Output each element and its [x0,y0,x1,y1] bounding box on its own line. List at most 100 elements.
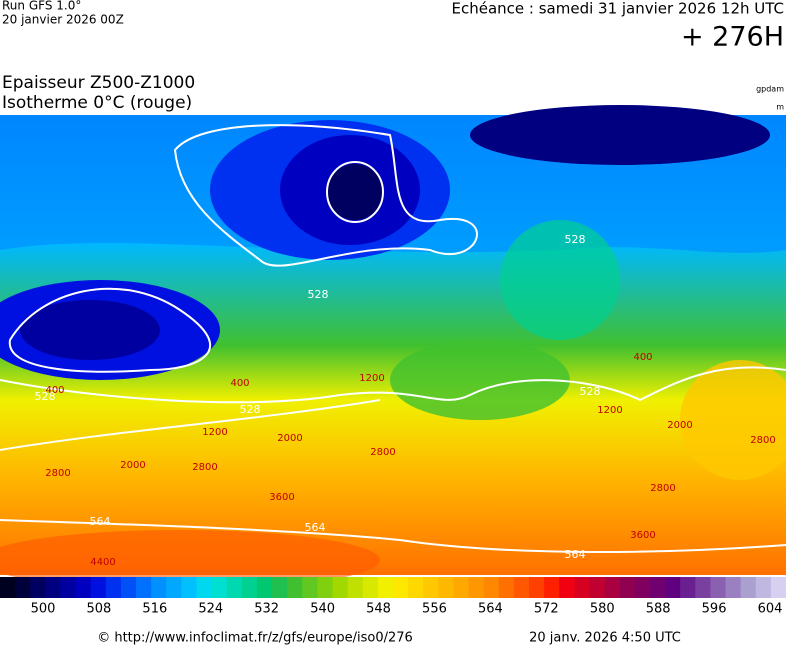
colorbar-swatch [287,577,303,598]
colorbar-swatch [136,577,152,598]
colorbar-label: 572 [534,602,559,617]
isotherm-label: 2800 [650,483,675,494]
colorbar-swatch [241,577,258,598]
isotherm-label: 2800 [192,462,217,473]
colorbar-swatch [574,577,590,598]
unit-thickness: gpdam [756,85,784,94]
generated-time: 20 janv. 2026 4:50 UTC [529,631,681,646]
title-thickness: Epaisseur Z500-Z1000 [2,73,195,93]
colorbar-swatch [408,577,424,598]
colorbar-label: 596 [702,602,727,617]
isotherm-label: 2000 [667,420,692,431]
isotherm-label: 2800 [45,468,70,479]
contour-label: 528 [35,390,56,403]
isotherm-label: 400 [45,385,64,396]
colorbar-swatch [393,577,409,598]
colorbar-swatch [740,577,757,598]
colorbar-swatch [181,577,197,598]
colorbar-swatch [604,577,621,598]
colorbar-swatch [90,577,107,598]
valid-time: Echéance : samedi 31 janvier 2026 12h UT… [452,0,785,18]
colorbar-swatch [120,577,137,598]
colorbar-swatch [151,577,167,598]
colorbar-swatch [619,577,636,598]
colorbar-label: 548 [366,602,391,617]
colorbar-swatch [377,577,394,598]
colorbar-swatch [468,577,485,598]
colorbar-swatch [30,577,46,598]
colorbar-label: 540 [310,602,335,617]
isotherm-label: 2800 [370,447,395,458]
contour-label: 564 [90,515,111,528]
contour-label: 564 [305,521,326,534]
colorbar-swatch [498,577,515,598]
contour-label: 528 [565,233,586,246]
colorbar-swatch [423,577,439,598]
colorbar-swatch [680,577,696,598]
colorbar-swatch [559,577,575,598]
colorbar-swatch [75,577,92,598]
isotherm-label: 2000 [277,433,302,444]
colorbar-swatch [513,577,530,598]
colorbar-swatch [634,577,651,598]
colorbar-swatch [589,577,606,598]
colorbar-swatch [725,577,742,598]
colorbar-swatch [438,577,454,598]
isotherm-label: 400 [633,352,652,363]
isotherm-label: 2800 [750,435,775,446]
contour-label: 528 [580,385,601,398]
source-url: © http://www.infoclimat.fr/z/gfs/europe/… [97,631,413,646]
colorbar-swatch [544,577,560,598]
colorbar-swatch [105,577,122,598]
colorbar-swatch [755,577,772,598]
colorbar-swatch [15,577,31,598]
thickness-labels: 528 528 528 528 528 564 564 564 [35,233,601,561]
colorbar-swatch [272,577,288,598]
isotherm-label: 1200 [597,405,622,416]
colorbar-label: 516 [142,602,167,617]
contour-label: 528 [240,403,261,416]
colorbar-label: 580 [590,602,615,617]
colorbar-swatch [453,577,470,598]
isotherm-label: 3600 [269,492,294,503]
colorbar-label: 556 [422,602,447,617]
isotherm-label: 400 [230,378,249,389]
isotherm-label: 3600 [630,530,655,541]
colorbar-swatch [317,577,334,598]
map-field [0,105,786,590]
colorbar-swatch [256,577,273,598]
contour-label: 528 [308,288,329,301]
colorbar-swatch [196,577,213,598]
lead-time: + 276H [681,22,784,53]
run-label: Run GFS 1.0° [2,0,81,13]
colorbar-swatch [665,577,681,598]
isotherm-label: 2000 [120,460,145,471]
colorbar-swatch [362,577,379,598]
colorbar-label: 508 [87,602,112,617]
isotherm-label: 1200 [359,373,384,384]
colorbar-swatch [710,577,727,598]
colorbar-label: 532 [254,602,279,617]
contour-label: 564 [565,548,586,561]
colorbar-label: 604 [758,602,783,617]
colorbar-label: 524 [198,602,223,617]
colorbar-swatch [529,577,545,598]
colorbar: 500 508 516 524 532 540 548 556 564 572 580 588 596 6… [0,577,786,617]
colorbar-swatch [60,577,77,598]
colorbar-swatch [347,577,364,598]
colorbar-label: 564 [478,602,503,617]
colorbar-swatch [0,577,16,598]
colorbar-swatch [695,577,711,598]
colorbar-swatch [302,577,318,598]
colorbar-swatch [770,577,786,598]
freezing-labels: 400 400 400 1200 1200 1200 2000 2000 200… [45,352,775,568]
colorbar-swatch [226,577,243,598]
isotherm-label: 1200 [202,427,227,438]
colorbar-swatch [332,577,349,598]
title-isotherm: Isotherme 0°C (rouge) [2,93,192,113]
colorbar-swatch [45,577,61,598]
colorbar-swatch [166,577,182,598]
colorbar-swatch [649,577,666,598]
